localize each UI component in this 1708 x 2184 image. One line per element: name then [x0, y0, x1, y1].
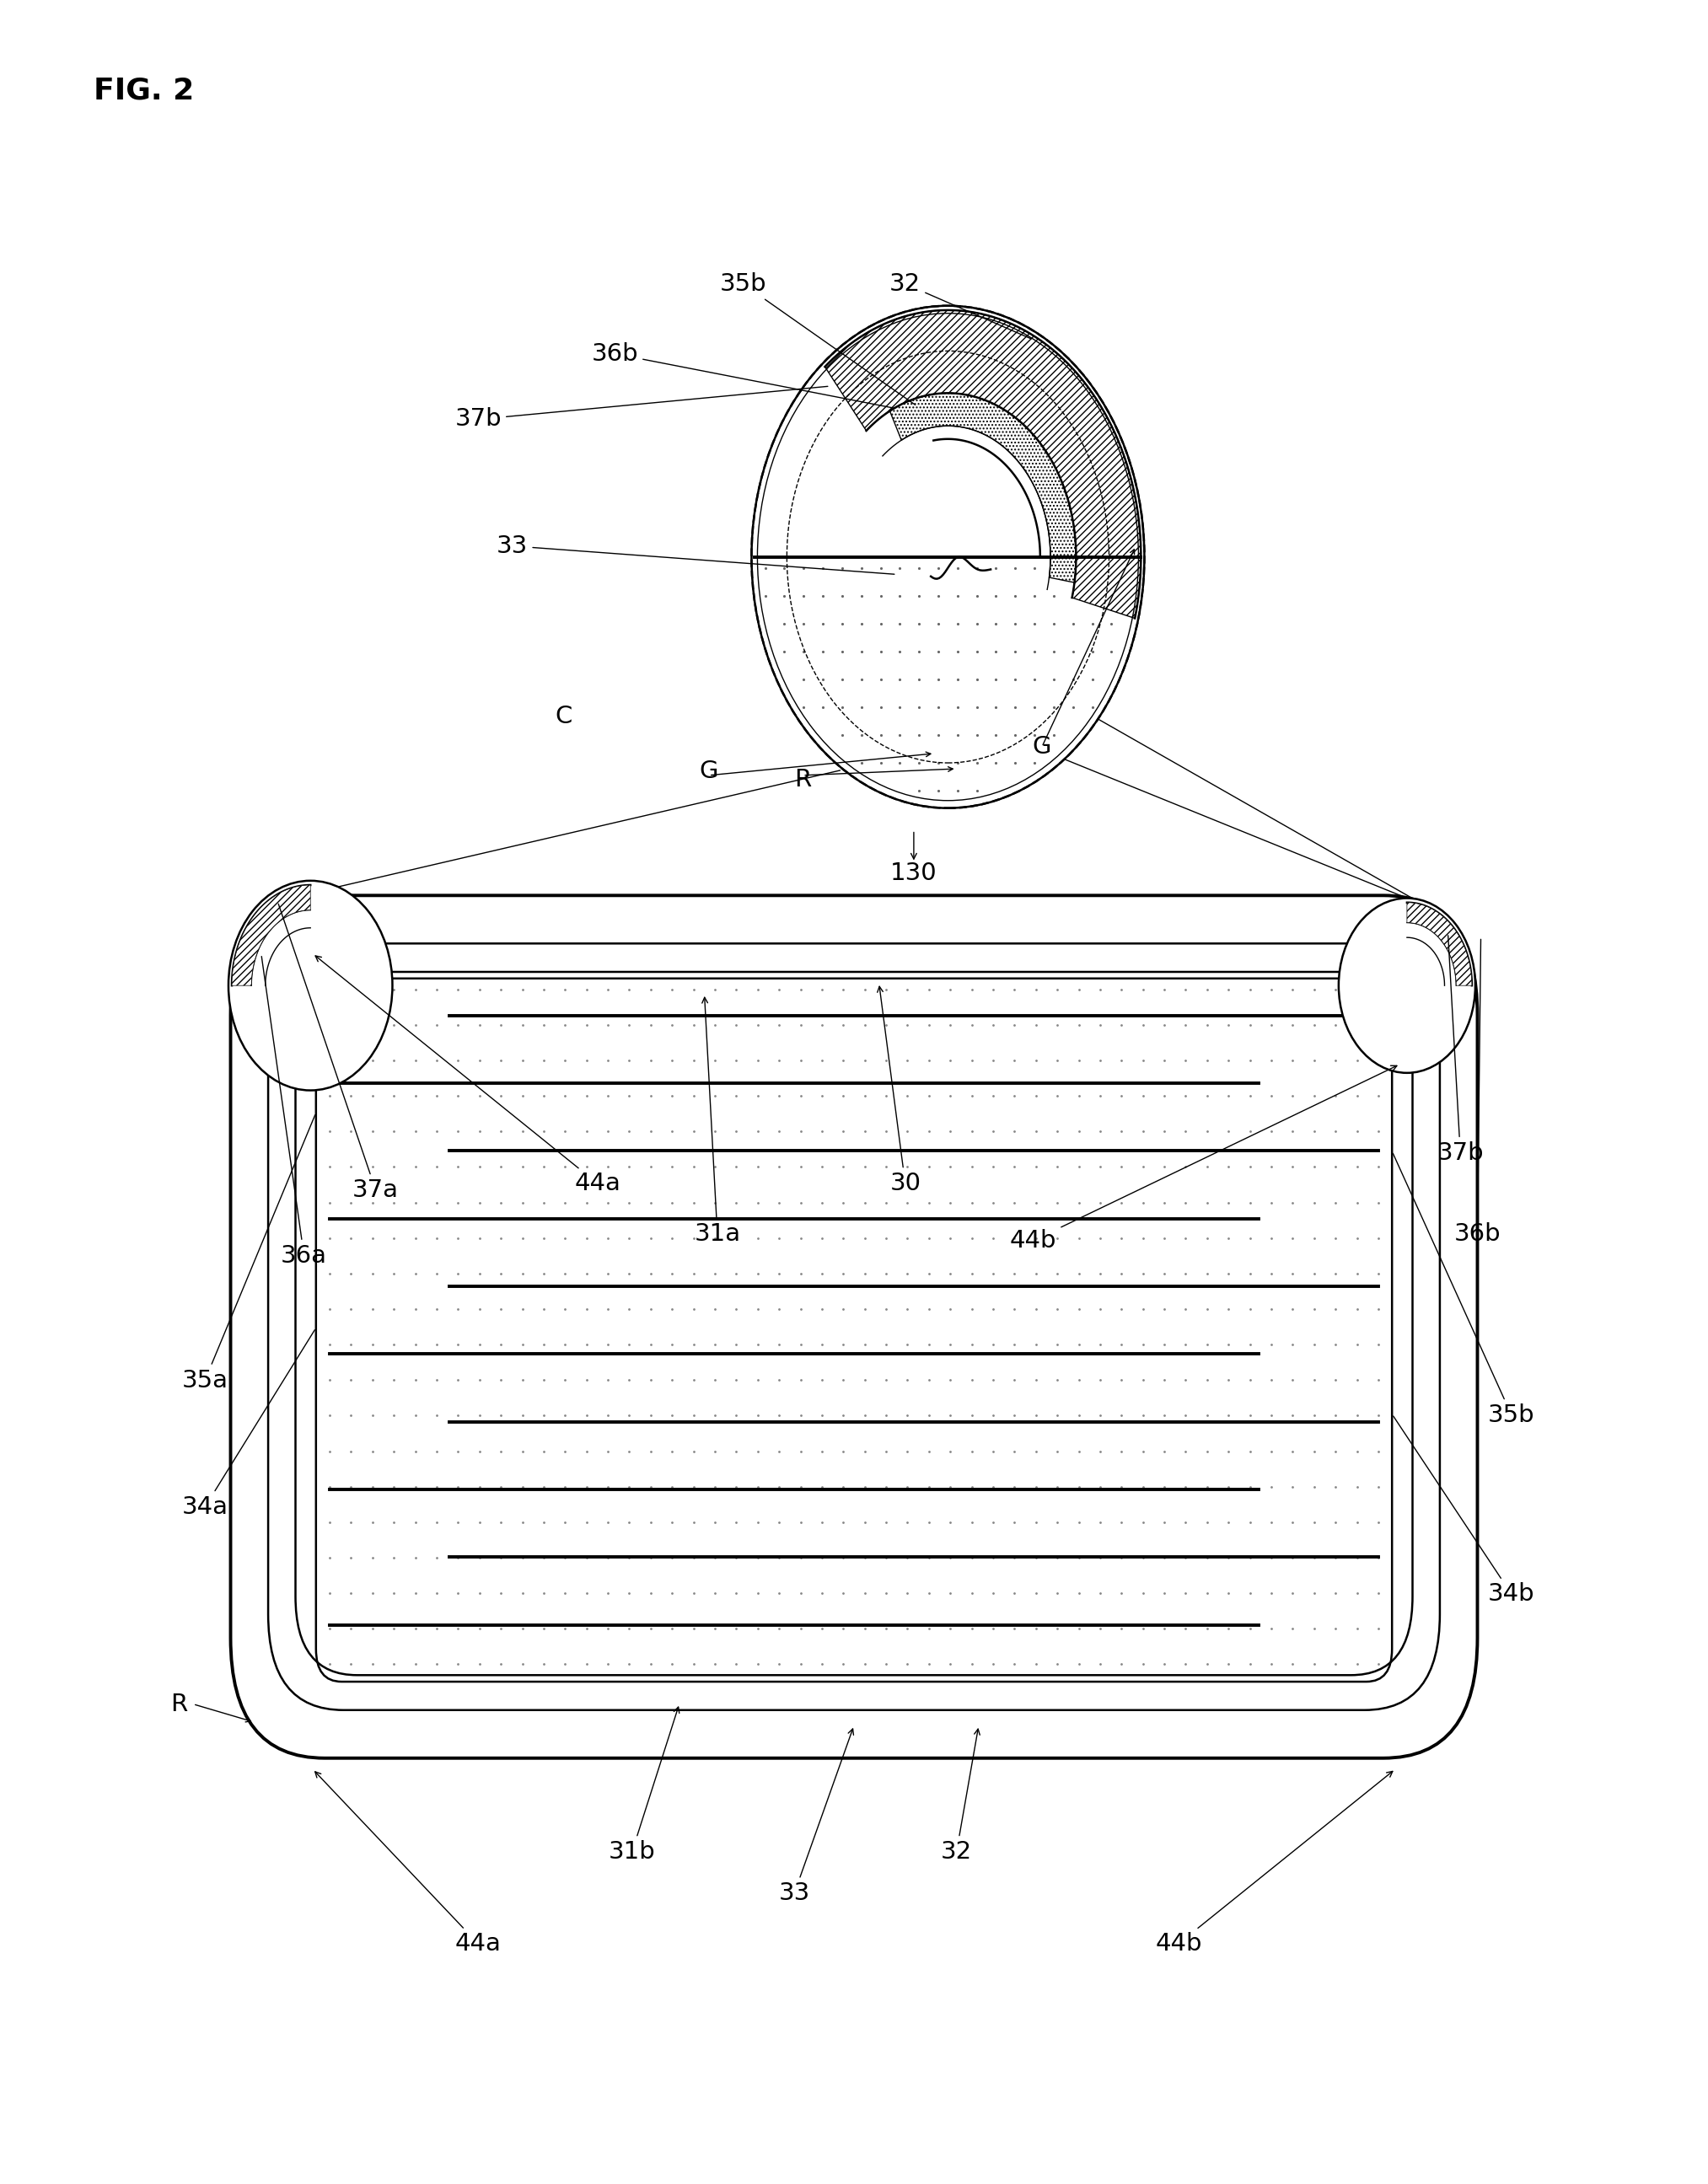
Bar [1366, 930, 1477, 1721]
Text: 33: 33 [497, 535, 895, 574]
Circle shape [1339, 898, 1476, 1072]
Text: 32: 32 [941, 1730, 980, 1863]
Polygon shape [825, 310, 1141, 618]
Text: 37b: 37b [1436, 935, 1484, 1164]
Text: 36a: 36a [261, 957, 328, 1267]
Text: 44a: 44a [314, 1771, 502, 1955]
Polygon shape [232, 885, 311, 985]
Text: 35b: 35b [719, 273, 915, 404]
Text: R: R [171, 1693, 188, 1717]
FancyBboxPatch shape [316, 972, 1392, 1682]
Text: 37a: 37a [278, 904, 400, 1201]
Text: 36b: 36b [591, 343, 895, 408]
Text: 34a: 34a [181, 1330, 314, 1518]
Text: 35a: 35a [181, 1114, 314, 1391]
Text: 33: 33 [779, 1730, 854, 1904]
Text: 37b: 37b [454, 387, 828, 430]
Polygon shape [890, 393, 1076, 583]
Text: G: G [1032, 736, 1052, 758]
Bar [231, 930, 342, 1721]
Text: 30: 30 [878, 987, 921, 1195]
Text: 32: 32 [890, 273, 1032, 339]
Text: 36b: 36b [1454, 939, 1501, 1245]
Text: 44b: 44b [1155, 1771, 1392, 1955]
Polygon shape [752, 557, 1144, 808]
Text: 31b: 31b [608, 1708, 680, 1863]
Text: FIG. 2: FIG. 2 [94, 76, 195, 105]
Text: 31a: 31a [693, 998, 741, 1245]
Text: C: C [555, 705, 572, 727]
Circle shape [229, 880, 393, 1090]
Text: 44b: 44b [1009, 1066, 1397, 1251]
Text: 130: 130 [890, 863, 938, 885]
Text: 44a: 44a [316, 957, 622, 1195]
Circle shape [752, 306, 1144, 808]
Text: 35b: 35b [1394, 1153, 1535, 1426]
Text: R: R [794, 769, 811, 791]
Text: G: G [699, 760, 719, 782]
Text: 34b: 34b [1394, 1415, 1535, 1605]
Polygon shape [1407, 902, 1472, 985]
